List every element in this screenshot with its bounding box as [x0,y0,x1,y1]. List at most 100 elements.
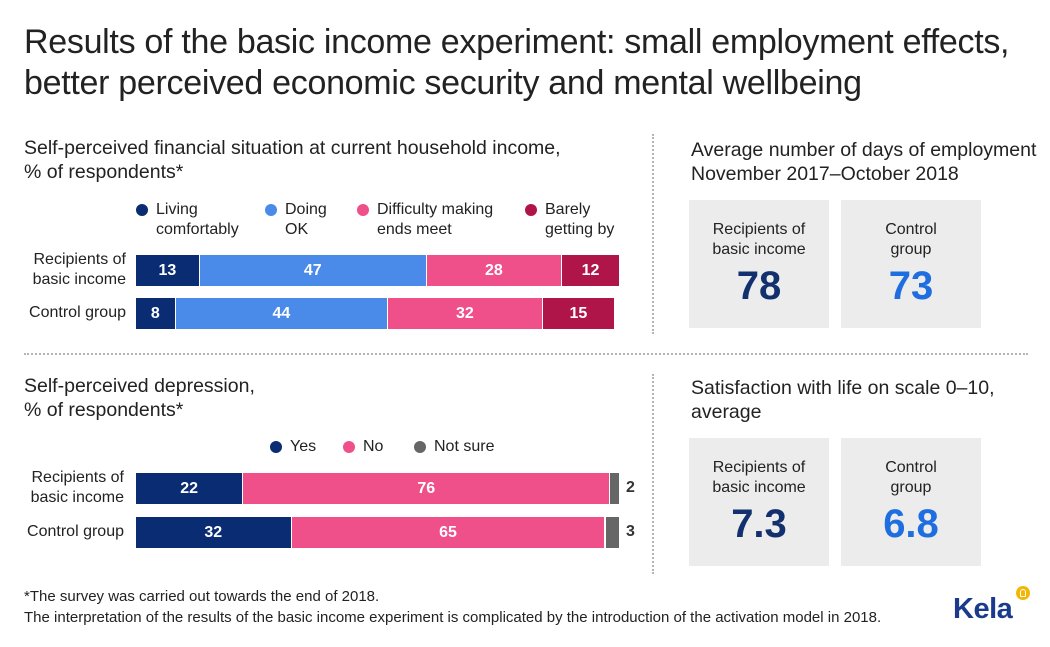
employment-control-value: 73 [888,264,934,308]
label-line: Control [885,221,937,238]
legend-label-line: Barely [545,201,591,218]
kela-logo-text: Kela [953,593,1013,625]
legend-label: Doing OK [285,200,327,240]
label-line: Control [885,459,937,476]
satisfaction-recipients-box: Recipients of basic income 7.3 [689,438,829,566]
bar-row-control-group: 32 65 [136,517,619,548]
bar-segment-yes: 22 [136,473,243,504]
financial-chart-title-line-1: Self-perceived financial situation at cu… [24,137,561,159]
bar-value-label-outside: 2 [626,479,635,496]
page-title-line-1: Results of the basic income experiment: … [24,23,1010,61]
legend-swatch-icon [525,204,537,216]
bar-segment-not-sure [604,517,619,548]
bar-segment-no: 65 [290,517,605,548]
row-label-recipients-of-basic-income: Recipients of basic income [33,250,126,290]
employment-recipients-label: Recipients of basic income [689,220,829,260]
kela-logo-mark-icon [1016,586,1030,600]
legend-label: Yes [290,437,316,457]
employment-days-title-line-2: November 2017–October 2018 [691,163,959,185]
bar-segment-doing-ok: 47 [198,255,426,286]
legend-label-line: getting by [545,221,615,238]
satisfaction-recipients-value: 7.3 [731,502,787,546]
legend-swatch-icon [414,441,426,453]
financial-chart-title-line-2: % of respondents* [24,161,184,183]
employment-control-label: Control group [841,220,981,260]
financial-situation-chart: Living comfortably Doing OK Difficulty makin… [0,0,652,353]
legend-label-line: ends meet [377,221,452,238]
bar-row-control-group: 8 44 32 15 [136,298,619,329]
footnote-line-1: *The survey was carried out towards the … [24,588,380,605]
satisfaction-control-box: Control group 6.8 [841,438,981,566]
bar-segment-doing-ok: 44 [174,298,388,329]
bar-segment-not-sure [609,473,619,504]
bar-segment-living-comfortably: 13 [136,255,199,286]
depression-chart-title-line-2: % of respondents* [24,399,184,421]
employment-control-box: Control group 73 [841,200,981,328]
row-label-line: Recipients of [33,251,127,268]
life-satisfaction-title-line-1: Satisfaction with life on scale 0–10, [691,377,995,399]
bar-segment-difficulty-making-ends-meet: 32 [387,298,542,329]
legend-swatch-icon [270,441,282,453]
legend-label: No [363,437,383,457]
employment-days-title: Average number of days of employment Nov… [691,138,1036,186]
row-label-line: Control group [27,523,124,540]
row-label-control-group: Control group [29,303,126,323]
row-label-line: basic income [30,489,124,506]
row-label-line: basic income [32,271,126,288]
legend-label-line: OK [285,221,309,238]
bar-segment-living-comfortably: 8 [136,298,175,329]
row-label-recipients-of-basic-income: Recipients of basic income [31,468,124,508]
label-line: group [890,241,932,258]
footnote-line-2: The interpretation of the results of the… [24,609,882,626]
legend-label-line: Not sure [434,438,495,455]
legend-label-line: Difficulty making [377,201,494,218]
life-satisfaction-title: Satisfaction with life on scale 0–10, av… [691,376,995,424]
satisfaction-control-label: Control group [841,458,981,498]
legend-label-line: No [363,438,384,455]
bar-segment-difficulty-making-ends-meet: 28 [425,255,562,286]
legend-swatch-icon [343,441,355,453]
legend-label: Barely getting by [545,200,614,240]
bar-row-recipients-of-basic-income: 22 76 [136,473,619,504]
vertical-divider-top [652,134,654,334]
horizontal-divider [24,353,1028,355]
legend-label-line: Doing [285,201,327,218]
page-title: Results of the basic income experiment: … [24,22,1044,104]
row-label-line: Control group [29,304,126,321]
label-line: basic income [712,479,806,496]
bar-segment-no: 76 [242,473,610,504]
footnote: *The survey was carried out towards the … [24,586,881,628]
financial-chart-title: Self-perceived financial situation at cu… [24,136,561,184]
row-label-control-group: Control group [27,522,124,542]
satisfaction-recipients-label: Recipients of basic income [689,458,829,498]
legend-label: Living comfortably [156,200,239,240]
employment-recipients-value: 78 [736,264,782,308]
row-label-line: Recipients of [31,469,125,486]
label-line: group [890,479,932,496]
legend-swatch-icon [136,204,148,216]
label-line: basic income [712,241,806,258]
vertical-divider-bottom [652,374,654,574]
employment-days-title-line-1: Average number of days of employment [691,139,1037,161]
bar-segment-barely-getting-by: 15 [541,298,615,329]
employment-recipients-box: Recipients of basic income 78 [689,200,829,328]
bar-value-label-outside: 3 [626,523,635,540]
label-line: Recipients of [712,221,806,238]
legend-swatch-icon [357,204,369,216]
bar-row-recipients-of-basic-income: 13 47 28 12 [136,255,619,286]
life-satisfaction-title-line-2: average [691,401,762,423]
depression-chart-title-line-1: Self-perceived depression, [24,375,255,397]
satisfaction-control-value: 6.8 [883,502,939,546]
depression-chart-title: Self-perceived depression, % of responde… [24,374,255,422]
legend-label-line: comfortably [156,221,239,238]
legend-label-line: Living [156,201,198,218]
bar-segment-barely-getting-by: 12 [561,255,619,286]
kela-logo: Kela [953,586,1043,630]
legend-label: Not sure [434,437,494,457]
label-line: Recipients of [712,459,806,476]
depression-chart: Yes No Not sure Recipients of basic income 22… [27,437,635,548]
legend-swatch-icon [265,204,277,216]
legend-label-line: Yes [290,438,317,455]
page-title-line-2: better perceived economic security and m… [24,64,862,102]
bar-segment-yes: 32 [136,517,291,548]
